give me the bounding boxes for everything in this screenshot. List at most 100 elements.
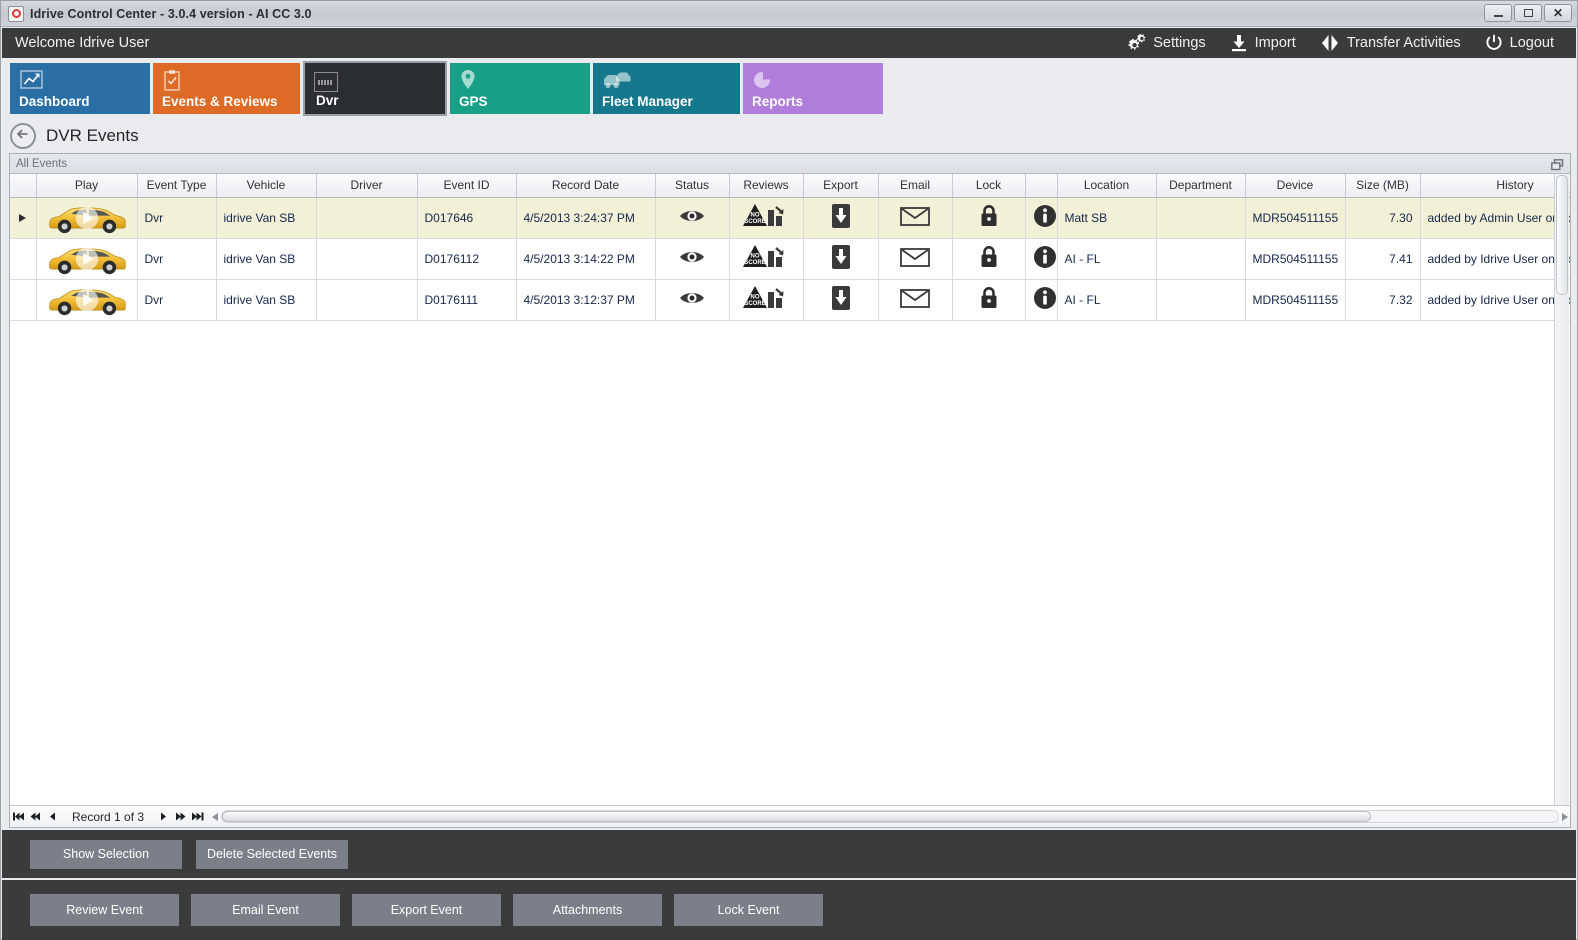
row-indicator-cell[interactable] bbox=[10, 279, 37, 321]
col-header-reviews[interactable]: Reviews bbox=[729, 174, 804, 198]
col-header-vehicle[interactable]: Vehicle bbox=[216, 174, 317, 198]
horizontal-scroll-thumb[interactable] bbox=[222, 811, 1371, 822]
row-indicator-cell[interactable] bbox=[10, 197, 37, 239]
prev-record-icon[interactable] bbox=[44, 807, 61, 827]
cell-history: added by Idrive User on loca bbox=[1420, 238, 1570, 280]
table-row[interactable]: Dvr idrive Van SB D0176111 4/5/2013 3:12… bbox=[10, 279, 1570, 321]
tab-dashboard[interactable]: Dashboard bbox=[10, 63, 150, 114]
col-header-export[interactable]: Export bbox=[803, 174, 879, 198]
grid-caption-bar: All Events bbox=[10, 154, 1570, 174]
col-header-device[interactable]: Device bbox=[1245, 174, 1346, 198]
cell-info[interactable] bbox=[1025, 238, 1058, 280]
cell-lock[interactable] bbox=[952, 197, 1026, 239]
svg-text:SCORE: SCORE bbox=[744, 260, 765, 266]
tab-dvr[interactable]: Dvr bbox=[303, 61, 447, 116]
scroll-left-arrow-icon[interactable] bbox=[212, 812, 219, 821]
cell-play[interactable] bbox=[36, 238, 138, 280]
col-header-play[interactable]: Play bbox=[36, 174, 138, 198]
cell-reviews[interactable]: NO SCORE bbox=[729, 197, 804, 239]
cell-info[interactable] bbox=[1025, 279, 1058, 321]
col-header-email[interactable]: Email bbox=[878, 174, 953, 198]
col-header-event-type[interactable]: Event Type bbox=[137, 174, 217, 198]
col-header-event-id[interactable]: Event ID bbox=[417, 174, 517, 198]
cell-info[interactable] bbox=[1025, 197, 1058, 239]
cell-export[interactable] bbox=[803, 197, 879, 239]
vehicle-play-icon bbox=[44, 200, 130, 236]
cell-email[interactable] bbox=[878, 197, 953, 239]
maximize-button[interactable] bbox=[1514, 4, 1542, 22]
tab-gps-label: GPS bbox=[459, 94, 488, 109]
download-icon bbox=[1230, 34, 1248, 52]
cell-event-id: D0176112 bbox=[417, 238, 517, 280]
col-header-status[interactable]: Status bbox=[655, 174, 730, 198]
next-record-icon[interactable] bbox=[155, 807, 172, 827]
tab-fleet-manager[interactable]: Fleet Manager bbox=[593, 63, 740, 114]
col-header-record-date[interactable]: Record Date bbox=[516, 174, 656, 198]
row-indicator-cell[interactable] bbox=[10, 238, 37, 280]
cell-lock[interactable] bbox=[952, 238, 1026, 280]
show-selection-button[interactable]: Show Selection bbox=[30, 839, 182, 869]
settings-button[interactable]: Settings bbox=[1112, 28, 1217, 58]
cell-email[interactable] bbox=[878, 238, 953, 280]
next-page-icon[interactable] bbox=[172, 807, 189, 827]
cell-status[interactable] bbox=[655, 238, 730, 280]
close-button[interactable]: ✕ bbox=[1544, 4, 1572, 22]
cell-export[interactable] bbox=[803, 279, 879, 321]
col-header-size[interactable]: Size (MB) bbox=[1345, 174, 1421, 198]
import-button[interactable]: Import bbox=[1218, 28, 1308, 58]
cell-status[interactable] bbox=[655, 279, 730, 321]
prev-page-icon[interactable] bbox=[27, 807, 44, 827]
table-body: Dvr idrive Van SB D017646 4/5/2013 3:24:… bbox=[10, 197, 1570, 321]
attachments-button[interactable]: Attachments bbox=[513, 894, 662, 926]
table-row[interactable]: Dvr idrive Van SB D017646 4/5/2013 3:24:… bbox=[10, 197, 1570, 239]
last-record-icon[interactable] bbox=[189, 807, 206, 827]
cell-reviews[interactable]: NO SCORE bbox=[729, 279, 804, 321]
row-selected-arrow-icon bbox=[19, 213, 27, 222]
minimize-button[interactable] bbox=[1484, 4, 1512, 22]
cell-export[interactable] bbox=[803, 238, 879, 280]
col-header-driver[interactable]: Driver bbox=[316, 174, 418, 198]
tab-gps[interactable]: GPS bbox=[450, 63, 590, 114]
scroll-right-arrow-icon[interactable] bbox=[1562, 812, 1568, 821]
logout-button[interactable]: Logout bbox=[1473, 28, 1566, 58]
svg-text:NO: NO bbox=[751, 254, 760, 260]
tab-reports[interactable]: Reports bbox=[743, 63, 883, 114]
cell-email[interactable] bbox=[878, 279, 953, 321]
cell-driver bbox=[316, 279, 418, 321]
cell-vehicle: idrive Van SB bbox=[216, 197, 317, 239]
col-header-lock[interactable]: Lock bbox=[952, 174, 1026, 198]
cell-size: 7.32 bbox=[1345, 279, 1421, 321]
cell-event-type: Dvr bbox=[137, 238, 217, 280]
col-header-info[interactable] bbox=[1025, 174, 1058, 198]
settings-label: Settings bbox=[1153, 35, 1206, 51]
info-icon bbox=[1033, 246, 1057, 272]
tab-events-reviews[interactable]: Events & Reviews bbox=[153, 63, 300, 114]
cell-status[interactable] bbox=[655, 197, 730, 239]
col-header-indicator[interactable] bbox=[10, 174, 37, 198]
transfer-activities-button[interactable]: Transfer Activities bbox=[1308, 28, 1473, 58]
selection-action-bar: Show Selection Delete Selected Events bbox=[2, 830, 1576, 878]
back-button[interactable] bbox=[10, 123, 36, 149]
cell-reviews[interactable]: NO SCORE bbox=[729, 238, 804, 280]
col-header-department[interactable]: Department bbox=[1156, 174, 1246, 198]
lock-event-button[interactable]: Lock Event bbox=[674, 894, 823, 926]
cell-play[interactable] bbox=[36, 197, 138, 239]
cell-lock[interactable] bbox=[952, 279, 1026, 321]
table-row[interactable]: Dvr idrive Van SB D0176112 4/5/2013 3:14… bbox=[10, 238, 1570, 280]
delete-selected-events-button[interactable]: Delete Selected Events bbox=[196, 839, 348, 869]
horizontal-scroll-track[interactable] bbox=[221, 810, 1559, 823]
vertical-scroll-thumb[interactable] bbox=[1556, 175, 1568, 295]
cell-play[interactable] bbox=[36, 279, 138, 321]
col-header-location[interactable]: Location bbox=[1057, 174, 1157, 198]
email-event-button[interactable]: Email Event bbox=[191, 894, 340, 926]
info-icon bbox=[1033, 287, 1057, 313]
export-event-button[interactable]: Export Event bbox=[352, 894, 501, 926]
first-record-icon[interactable] bbox=[10, 807, 27, 827]
col-header-history[interactable]: History bbox=[1420, 174, 1570, 198]
grid-vertical-scrollbar[interactable] bbox=[1554, 174, 1569, 805]
review-event-button[interactable]: Review Event bbox=[30, 894, 179, 926]
table-header-row: Play Event Type Vehicle Driver Event ID … bbox=[10, 174, 1570, 198]
grid-horizontal-scrollbar[interactable] bbox=[212, 808, 1568, 826]
power-icon bbox=[1485, 34, 1503, 52]
restore-window-icon[interactable] bbox=[1551, 158, 1564, 176]
